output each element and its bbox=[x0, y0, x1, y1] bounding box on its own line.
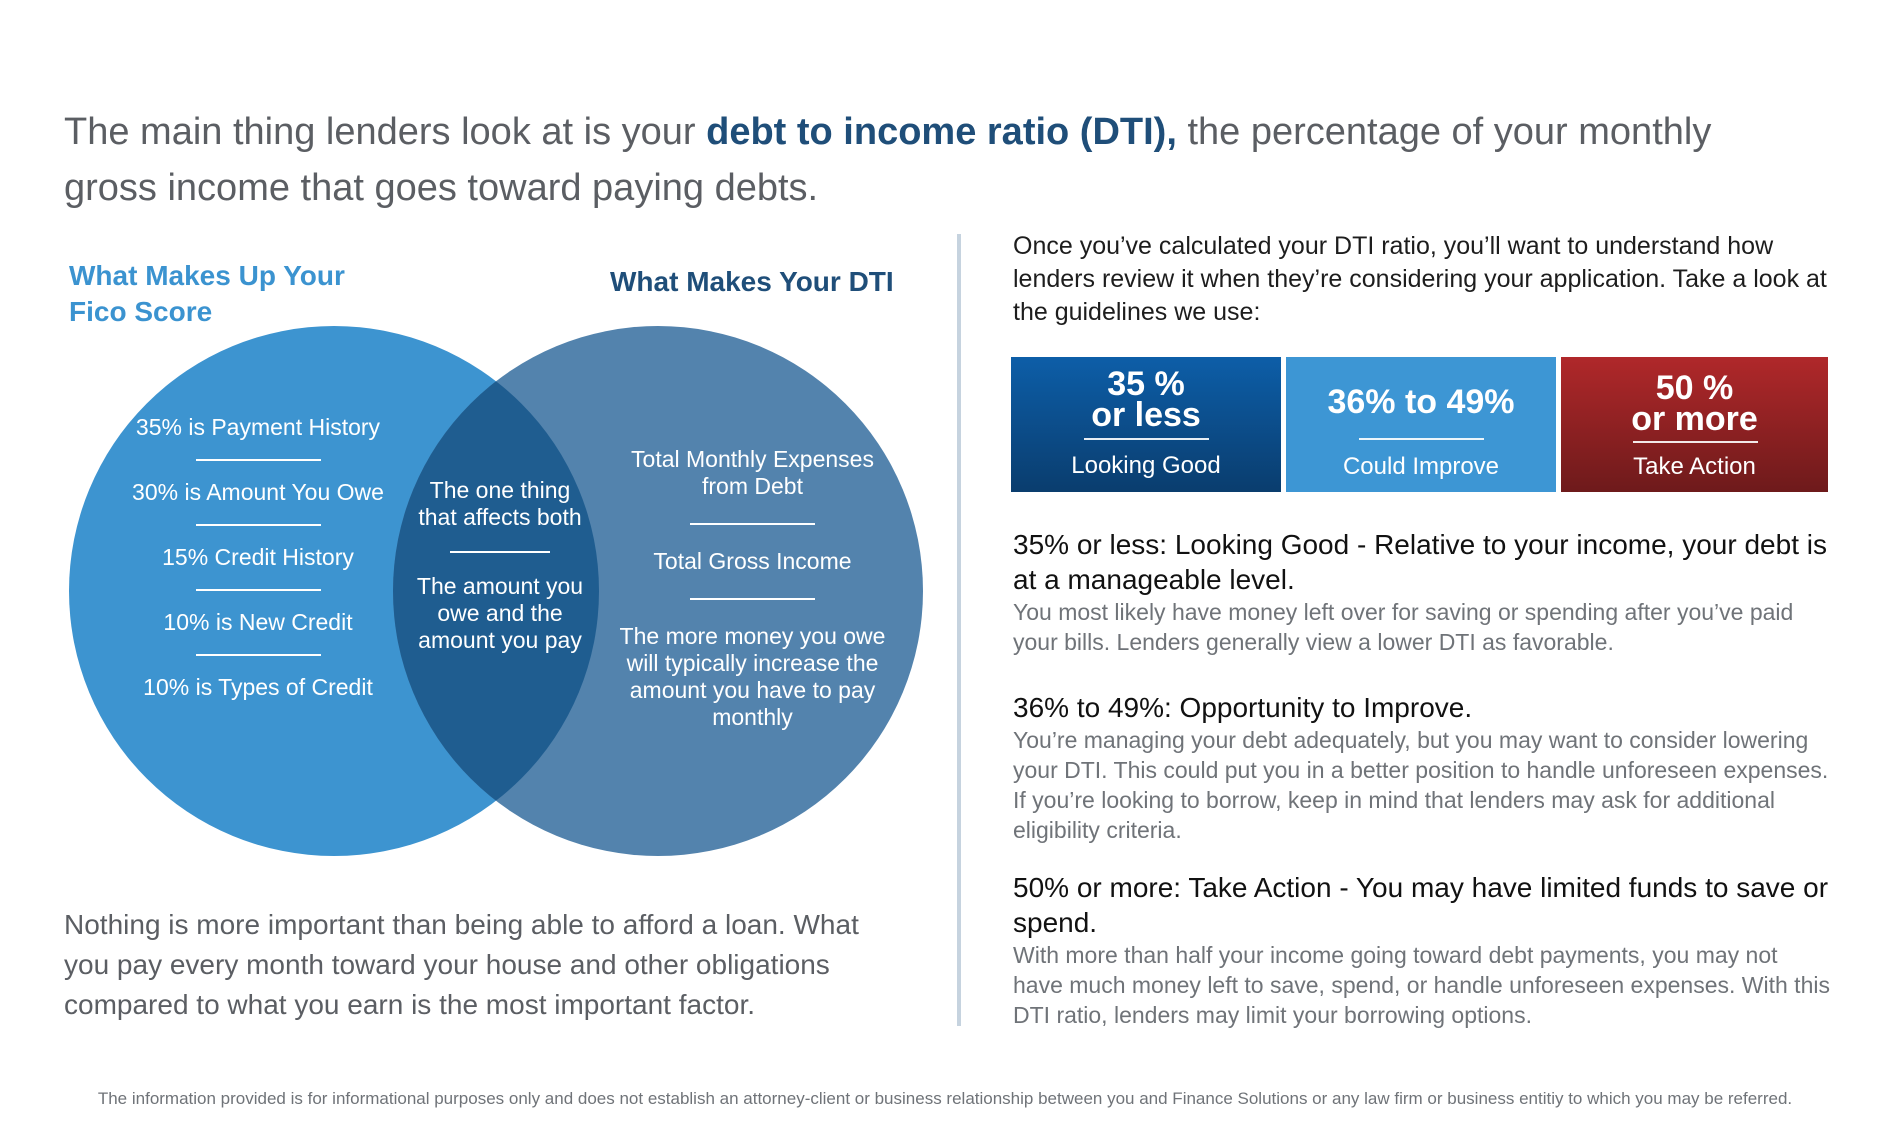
dti-factors: Total Monthly Expenses from Debt Total G… bbox=[610, 446, 895, 731]
divider-line bbox=[690, 598, 815, 600]
dti-title: What Makes Your DTI bbox=[610, 266, 894, 297]
shared-factors: The one thing that affects both The amou… bbox=[410, 477, 590, 654]
guideline-opportunity: 36% to 49%: Opportunity to Improve. You’… bbox=[1013, 690, 1833, 845]
headline-text-before: The main thing lenders look at is your bbox=[64, 111, 707, 153]
fico-factor: 15% Credit History bbox=[162, 544, 354, 570]
divider-line bbox=[195, 524, 321, 526]
guideline-body: You’re managing your debt adequately, bu… bbox=[1013, 727, 1829, 843]
guideline-heading: 36% to 49%: Opportunity to Improve. bbox=[1013, 692, 1473, 723]
headline: The main thing lenders look at is your d… bbox=[64, 104, 1784, 216]
fico-factor: 10% is Types of Credit bbox=[143, 674, 373, 700]
tile-range: 35 % or less bbox=[1091, 365, 1201, 434]
guideline-body: With more than half your income going to… bbox=[1013, 942, 1830, 1028]
guidelines-intro: Once you’ve calculated your DTI ratio, y… bbox=[1013, 232, 1827, 326]
tile-take-action: 50 % or more Take Action bbox=[1561, 357, 1828, 492]
divider-line bbox=[195, 654, 321, 656]
dti-factor: Total Monthly Expenses from Debt bbox=[631, 446, 874, 499]
dti-factor: Total Gross Income bbox=[653, 548, 852, 574]
tile-could-improve: 36% to 49% Could Improve bbox=[1286, 357, 1556, 492]
shared-factor: The one thing that affects both bbox=[418, 477, 582, 530]
affordability-note: Nothing is more important than being abl… bbox=[64, 909, 859, 1020]
tile-range: 50 % or more bbox=[1631, 369, 1758, 438]
tile-range: 36% to 49% bbox=[1327, 383, 1515, 421]
tile-label: Could Improve bbox=[1342, 453, 1500, 480]
headline-highlight: debt to income ratio (DTI), bbox=[706, 111, 1177, 153]
tile-label: Looking Good bbox=[1071, 452, 1221, 479]
guideline-looking-good: 35% or less: Looking Good - Relative to … bbox=[1013, 527, 1833, 657]
fico-factor: 30% is Amount You Owe bbox=[132, 479, 384, 505]
divider-line bbox=[1084, 438, 1209, 440]
fico-factor: 35% is Payment History bbox=[135, 414, 381, 440]
vertical-divider bbox=[957, 234, 961, 1026]
divider-line bbox=[195, 589, 321, 591]
divider-line bbox=[1359, 438, 1484, 440]
shared-factor: The amount you owe and the amount you pa… bbox=[416, 573, 584, 653]
guideline-take-action: 50% or more: Take Action - You may have … bbox=[1013, 870, 1833, 1030]
guideline-heading: 35% or less: Looking Good - Relative to … bbox=[1013, 529, 1827, 595]
tile-label: Take Action bbox=[1633, 453, 1756, 480]
tile-looking-good: 35 % or less Looking Good bbox=[1011, 357, 1281, 492]
divider-line bbox=[195, 459, 321, 461]
divider-line bbox=[1632, 441, 1758, 443]
overlap-region bbox=[393, 326, 599, 856]
divider-line bbox=[690, 523, 815, 525]
guideline-heading: 50% or more: Take Action - You may have … bbox=[1013, 872, 1829, 938]
fico-factor: 10% is New Credit bbox=[163, 609, 353, 635]
fico-factors: 35% is Payment History 30% is Amount You… bbox=[128, 414, 388, 701]
dti-tiles: 35 % or less Looking Good 36% to 49% Coul… bbox=[1011, 357, 1828, 492]
fico-score-title: What Makes Up Your Fico Score bbox=[69, 260, 345, 327]
headline-text-after: the percentage of your monthly gross inc… bbox=[64, 111, 1712, 209]
guideline-body: You most likely have money left over for… bbox=[1013, 599, 1794, 655]
dti-factor: The more money you owe will typically in… bbox=[619, 623, 886, 730]
divider-line bbox=[450, 551, 550, 553]
disclaimer: The information provided is for informat… bbox=[97, 1089, 1793, 1108]
